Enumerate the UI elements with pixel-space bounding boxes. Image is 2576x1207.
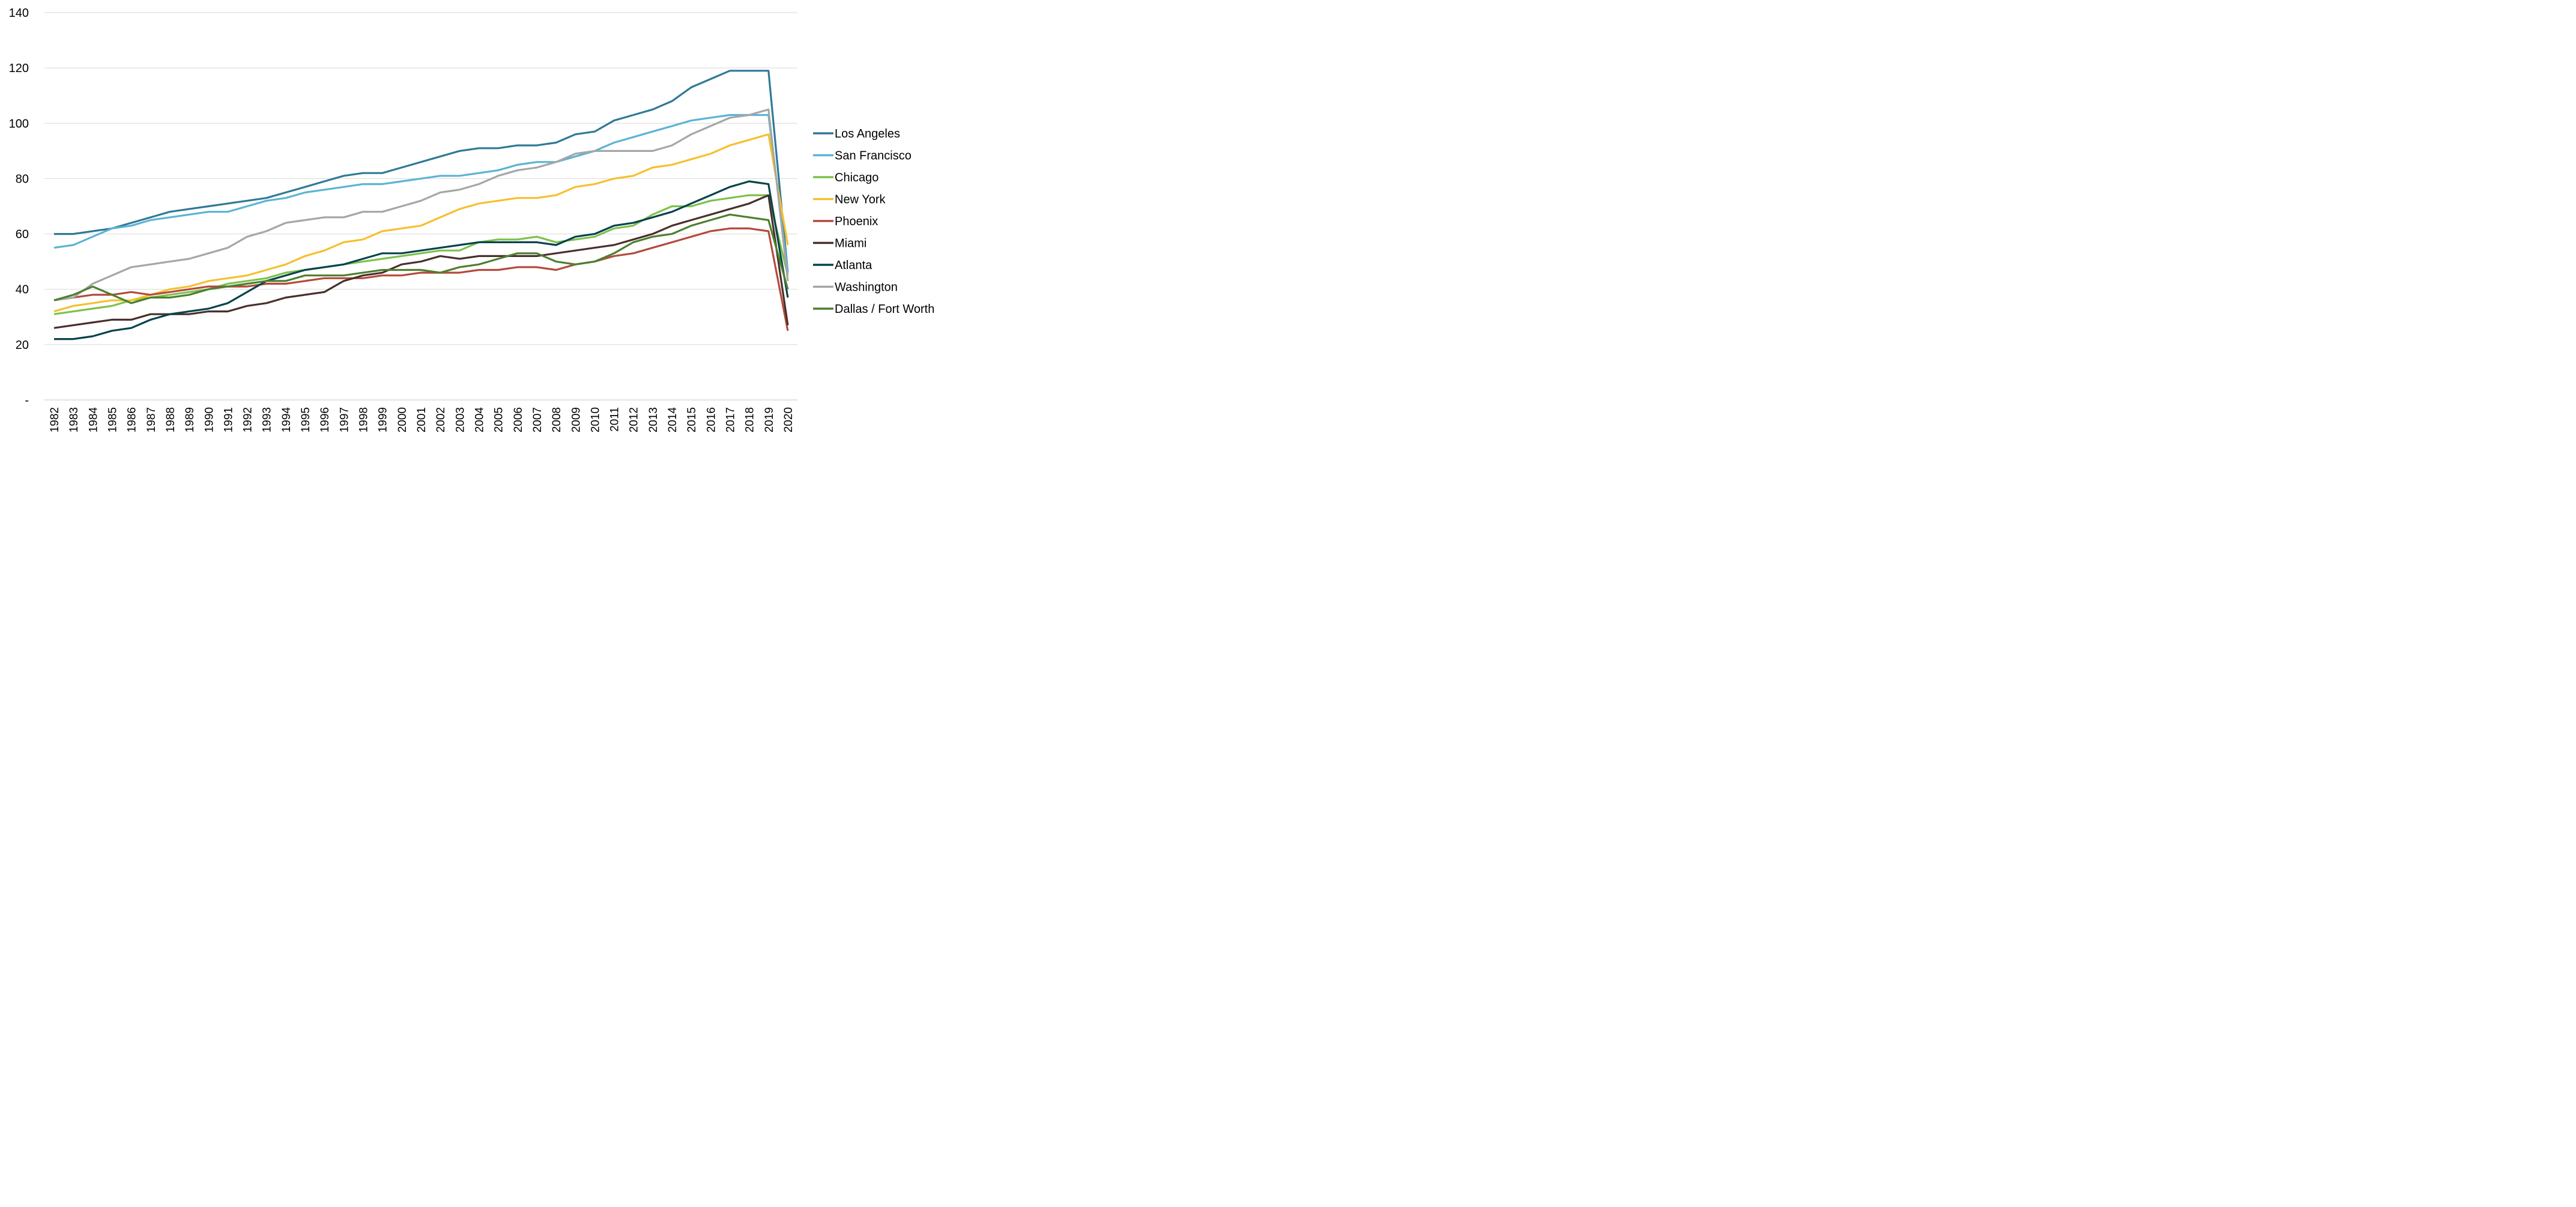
y-tick-label: - [25, 394, 29, 407]
x-tick-label: 2011 [609, 407, 621, 432]
series-line-san-francisco [53, 113, 789, 273]
x-tick-label: 1988 [165, 407, 177, 432]
x-tick-label: 2019 [763, 407, 776, 432]
y-tick-label: 40 [16, 283, 29, 297]
y-tick-label: 100 [9, 117, 29, 130]
series-line-chicago [53, 194, 789, 315]
series-line-washington [53, 108, 789, 301]
x-tick-label: 1994 [280, 407, 293, 433]
x-tick-label: 1995 [300, 407, 312, 432]
legend-label: Los Angeles [835, 127, 900, 141]
legend-label: Miami [835, 237, 866, 250]
legend-label: Washington [835, 281, 898, 294]
y-tick-label: 60 [16, 228, 29, 241]
x-tick-label: 1985 [106, 407, 119, 432]
x-tick-label: 2016 [705, 407, 718, 432]
y-tick-label: 140 [9, 7, 29, 20]
x-axis-ticks: 1982 1983 1984 1985 1986 1987 1988 1989 1990 1991… [49, 407, 795, 433]
legend-item-new-york: New York [813, 193, 886, 207]
legend-label: San Francisco [835, 150, 912, 163]
legend-item-los-angeles: Los Angeles [813, 127, 900, 141]
x-tick-label: 2008 [551, 407, 563, 432]
x-tick-label: 1996 [319, 407, 331, 432]
x-tick-label: 1983 [68, 407, 80, 432]
x-tick-label: 2017 [725, 407, 737, 432]
x-tick-label: 2003 [454, 407, 467, 432]
x-tick-label: 2000 [396, 407, 409, 432]
x-tick-label: 2009 [570, 407, 582, 432]
legend-label: Atlanta [835, 259, 872, 272]
x-tick-label: 1982 [49, 407, 61, 432]
x-tick-label: 2004 [473, 407, 486, 433]
legend-label: Dallas / Fort Worth [835, 303, 934, 316]
x-tick-label: 1997 [338, 407, 351, 432]
x-tick-label: 1991 [222, 407, 235, 432]
x-tick-label: 2014 [667, 407, 679, 433]
y-tick-label: 120 [9, 62, 29, 75]
x-tick-label: 1998 [358, 407, 370, 432]
series-line-atlanta [54, 180, 789, 340]
x-tick-label: 2012 [628, 407, 641, 432]
legend-item-washington: Washington [813, 281, 898, 294]
y-axis-ticks: - 20 40 60 80 100 120 140 [9, 7, 29, 407]
x-tick-label: 2001 [416, 407, 428, 432]
x-tick-label: 2015 [686, 407, 698, 432]
x-tick-label: 1990 [203, 407, 216, 432]
legend-label: New York [835, 193, 886, 207]
legend: Los Angeles San Francisco Chicago New York P… [813, 127, 934, 316]
x-tick-label: 2010 [589, 407, 602, 432]
series-line-dallas-fort-worth [53, 213, 789, 304]
legend-item-miami: Miami [813, 237, 866, 250]
legend-item-chicago: Chicago [813, 171, 878, 184]
y-tick-label: 80 [16, 172, 29, 186]
x-tick-label: 2018 [744, 407, 757, 432]
legend-item-dallas-fort-worth: Dallas / Fort Worth [813, 303, 934, 316]
legend-item-phoenix: Phoenix [813, 215, 878, 228]
x-tick-label: 1987 [145, 407, 158, 432]
legend-item-san-francisco: San Francisco [813, 150, 912, 163]
legend-item-atlanta: Atlanta [813, 259, 872, 272]
series-line-los-angeles [54, 70, 789, 273]
x-tick-label: 1993 [261, 407, 274, 432]
x-tick-label: 1989 [184, 407, 196, 432]
x-tick-label: 2005 [493, 407, 506, 432]
x-tick-label: 1986 [126, 407, 139, 432]
x-tick-label: 1984 [87, 407, 100, 433]
x-tick-label: 1992 [242, 407, 255, 432]
x-tick-label: 2020 [782, 407, 795, 432]
legend-label: Phoenix [835, 215, 878, 228]
series-line-new-york [53, 133, 789, 313]
series-line-phoenix [53, 227, 789, 331]
series-lines [53, 70, 789, 340]
x-tick-label: 1999 [377, 407, 390, 432]
y-tick-label: 20 [16, 339, 29, 352]
x-tick-label: 2013 [647, 407, 660, 432]
x-tick-label: 2007 [531, 407, 544, 432]
x-tick-label: 2006 [512, 407, 525, 432]
legend-label: Chicago [835, 171, 878, 184]
x-tick-label: 2002 [435, 407, 447, 432]
